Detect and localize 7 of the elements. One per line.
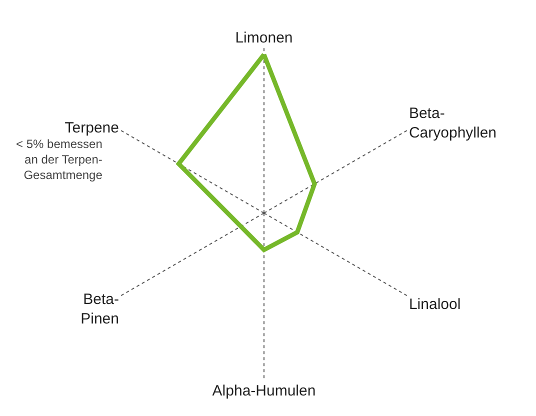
spoke-label: Beta- Pinen <box>80 290 119 328</box>
spoke-label: Terpene <box>64 119 119 136</box>
spoke-label: Beta- Caryophyllen <box>408 104 497 142</box>
spoke-label: Linalool <box>408 296 461 313</box>
text: < 5% bemessen an der Terpen- Gesamtmenge <box>16 137 103 182</box>
spoke-label: Alpha-Humulen <box>212 382 316 400</box>
spoke-label: Limonen <box>235 30 293 47</box>
